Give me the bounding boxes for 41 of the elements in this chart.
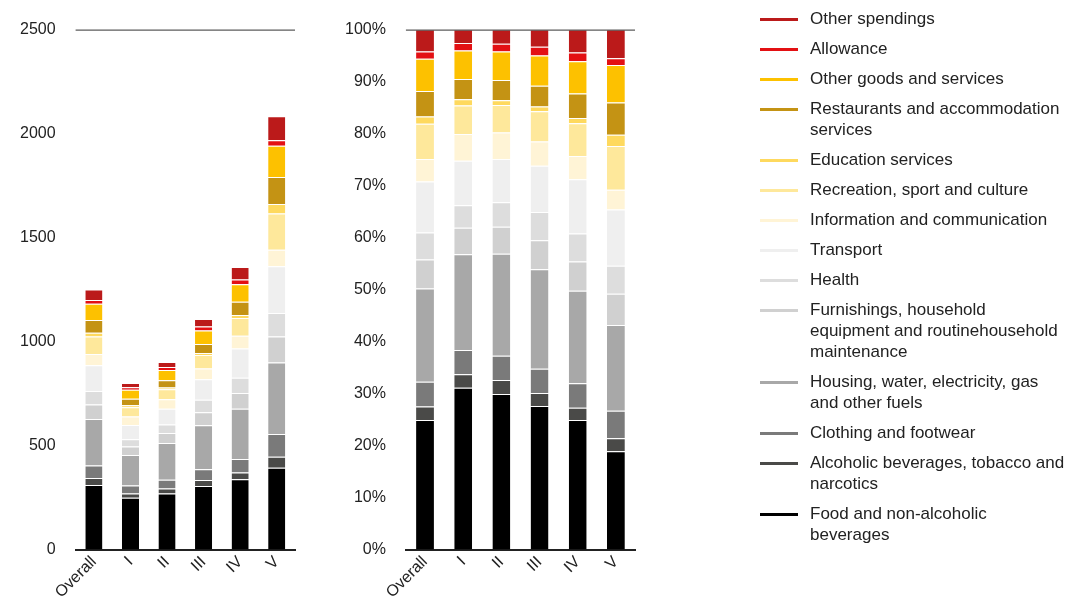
y-tick-label: 50% (353, 280, 386, 297)
x-tick-label: IV (560, 552, 584, 576)
y-tick-label: 90% (353, 72, 386, 90)
legend-label: Allowance (810, 38, 889, 59)
y-tick-label: 0% (362, 539, 386, 557)
y-tick-label: 80% (353, 124, 386, 141)
x-tick-label: V (262, 552, 283, 573)
y-tick-label: 1000 (20, 332, 56, 349)
legend-label: Alcoholic beverages, tobacco and narcotics (810, 452, 1065, 494)
x-tick-label: I (453, 552, 469, 568)
y-tick-label: 40% (353, 332, 386, 349)
x-tick-label: II (488, 552, 507, 571)
legend-label: Housing, water, electricity, gas and other fuels (810, 371, 1040, 413)
x-tick-label: V (601, 552, 622, 573)
x-tick-label: III (523, 552, 545, 575)
x-tick-label: II (153, 552, 173, 571)
y-tick-label: 100% (345, 20, 386, 38)
legend-label: Transport (810, 239, 884, 260)
x-tick-label: IV (222, 552, 246, 576)
x-tick-label: I (120, 552, 136, 568)
legend-label: Information and communication (810, 209, 1049, 230)
y-tick-label: 2000 (20, 124, 56, 141)
y-tick-label: 10% (353, 488, 386, 505)
legend-label: Education services (810, 149, 954, 170)
y-tick-label: 2500 (20, 20, 56, 38)
legend-label: Recreation, sport and culture (810, 179, 1030, 200)
legend-label: Other goods and services (810, 68, 1005, 89)
legend-label: Other spendings (810, 8, 936, 29)
legend-label: Restaurants and accommodation services (810, 98, 1061, 140)
x-tick-label: III (187, 552, 209, 575)
y-tick-label: 30% (353, 384, 386, 401)
legend-label: Health (810, 269, 861, 290)
legend-label: Clothing and footwear (810, 422, 977, 443)
legend-label: Furnishings, household equipment and routinehousehold maintenance (810, 299, 1059, 362)
y-tick-label: 1500 (20, 228, 56, 245)
y-tick-label: 0 (46, 539, 56, 557)
legend-label: Food and non-alcoholic beverages (810, 503, 988, 545)
y-tick-label: 70% (353, 176, 386, 193)
y-tick-label: 500 (28, 436, 56, 453)
y-tick-label: 60% (353, 228, 386, 245)
y-tick-label: 20% (353, 436, 386, 453)
